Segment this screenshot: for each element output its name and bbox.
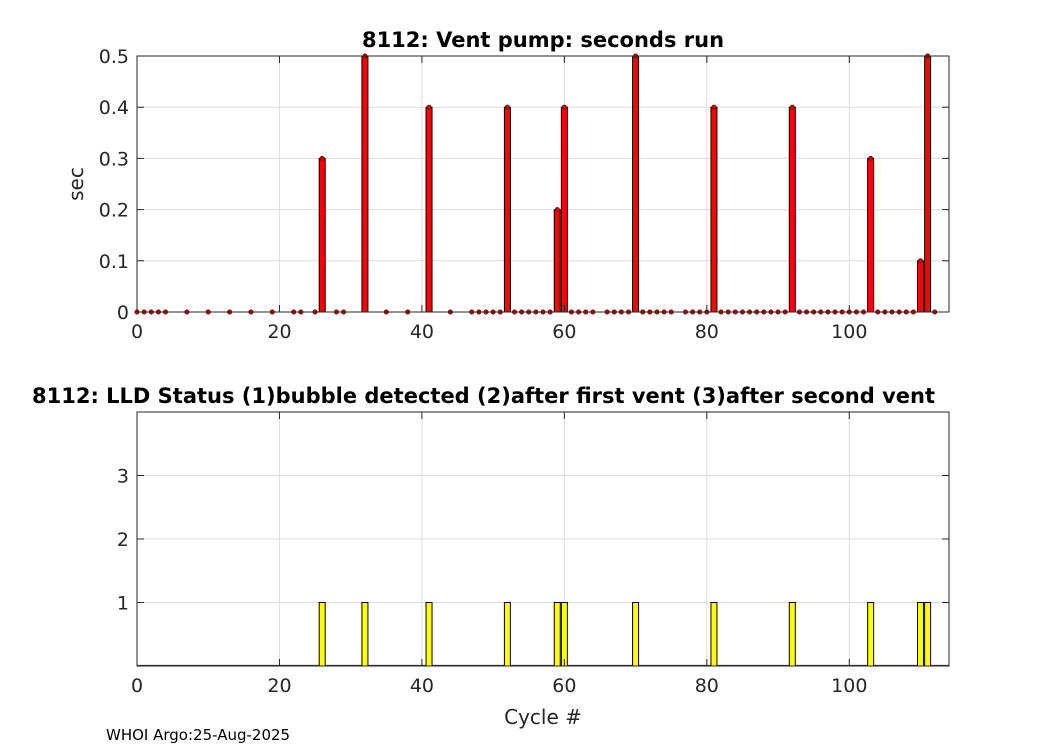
data-bar bbox=[560, 602, 568, 667]
data-bar bbox=[503, 106, 511, 313]
data-point-marker bbox=[426, 104, 432, 110]
lld-status-chart: 0 20 40 60 80 100 1 2 3 8112: LLD Status (1)bubbl… bbox=[32, 384, 950, 729]
data-bar bbox=[632, 55, 640, 313]
y-tick-label: 0 bbox=[117, 302, 129, 324]
data-bar bbox=[361, 602, 369, 667]
plot-area bbox=[137, 56, 949, 312]
data-point-marker bbox=[711, 104, 717, 110]
x-tick-label: 80 bbox=[695, 675, 719, 697]
data-bar bbox=[917, 602, 925, 667]
data-point-marker bbox=[789, 104, 795, 110]
data-bar bbox=[560, 106, 568, 313]
x-tick-label: 20 bbox=[267, 675, 291, 697]
data-point-marker bbox=[504, 104, 510, 110]
data-point-marker bbox=[561, 104, 567, 110]
data-bar bbox=[318, 602, 326, 667]
data-bar bbox=[924, 602, 932, 667]
data-bar bbox=[788, 602, 796, 667]
vent-pump-chart: 0 20 40 60 80 100 0 0.1 0.2 0.3 0.4 0.5 8112: Vent p… bbox=[64, 28, 950, 343]
footer-credit: WHOI Argo:25-Aug-2025 bbox=[106, 726, 291, 744]
y-tick-label: 0.2 bbox=[99, 200, 129, 222]
data-point-marker bbox=[319, 155, 325, 161]
x-axis-label: Cycle # bbox=[504, 705, 582, 729]
data-bar bbox=[553, 602, 561, 667]
y-tick-label: 0.1 bbox=[99, 251, 129, 273]
x-tick-label: 40 bbox=[410, 675, 434, 697]
y-tick-label: 0.5 bbox=[99, 46, 129, 68]
y-tick-label: 3 bbox=[117, 466, 129, 488]
data-bar bbox=[867, 602, 875, 667]
axes-box bbox=[136, 55, 950, 313]
data-point-marker bbox=[918, 258, 924, 264]
data-bar bbox=[867, 157, 875, 313]
x-tick-label: 0 bbox=[131, 675, 143, 697]
data-point-marker bbox=[868, 155, 874, 161]
data-bar bbox=[425, 106, 433, 313]
x-tick-label: 100 bbox=[831, 321, 867, 343]
data-bar bbox=[924, 55, 932, 313]
data-bar bbox=[425, 602, 433, 667]
data-bar bbox=[361, 55, 369, 313]
x-tick-label: 60 bbox=[552, 321, 576, 343]
data-bar bbox=[710, 106, 718, 313]
x-tick-label: 80 bbox=[695, 321, 719, 343]
x-tick-label: 0 bbox=[131, 321, 143, 343]
y-tick-label: 2 bbox=[117, 529, 129, 551]
y-axis-label: sec bbox=[64, 167, 88, 201]
y-tick-label: 0.4 bbox=[99, 97, 129, 119]
data-bar bbox=[917, 260, 925, 313]
x-tick-label: 40 bbox=[410, 321, 434, 343]
y-tick-label: 0.3 bbox=[99, 148, 129, 170]
data-point-marker bbox=[554, 207, 560, 213]
chart-title: 8112: LLD Status (1)bubble detected (2)a… bbox=[32, 384, 935, 408]
data-bar bbox=[710, 602, 718, 667]
data-bar bbox=[632, 602, 640, 667]
x-tick-label: 60 bbox=[552, 675, 576, 697]
data-bar bbox=[788, 106, 796, 313]
chart-title: 8112: Vent pump: seconds run bbox=[362, 28, 724, 52]
data-bar bbox=[553, 209, 561, 313]
data-bar bbox=[503, 602, 511, 667]
x-tick-label: 100 bbox=[831, 675, 867, 697]
y-tick-label: 1 bbox=[117, 593, 129, 615]
data-bar bbox=[318, 157, 326, 313]
x-tick-label: 20 bbox=[267, 321, 291, 343]
